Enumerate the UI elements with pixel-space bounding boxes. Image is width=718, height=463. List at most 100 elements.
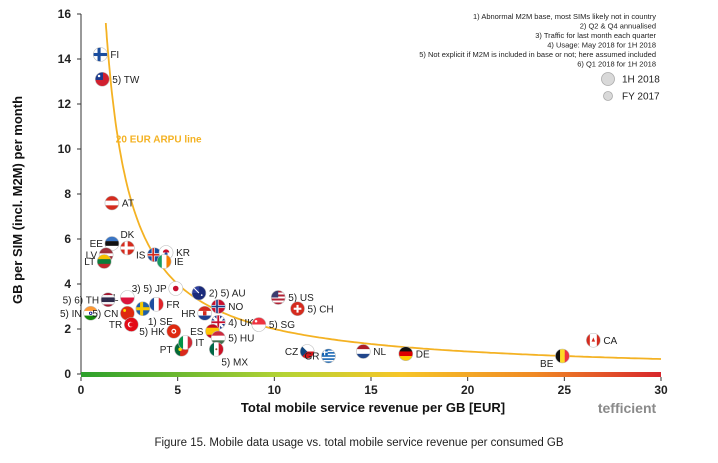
point-label: IE xyxy=(174,257,184,268)
y-tick-label: 2 xyxy=(64,322,71,336)
point-label: 1) SE xyxy=(148,317,173,328)
data-point-de xyxy=(398,346,414,362)
y-tick-label: 6 xyxy=(64,232,71,246)
data-point-be xyxy=(555,348,570,364)
brand-logo: tefficient xyxy=(598,400,657,416)
x-tick-label: 20 xyxy=(461,383,475,397)
point-label: 5) CH xyxy=(308,304,334,315)
figure-caption: Figure 15. Mobile data usage vs. total m… xyxy=(154,437,564,449)
y-axis: 0 2 4 6 8 10 12 14 16 xyxy=(58,7,82,381)
x-tick-label: 15 xyxy=(364,383,378,397)
point-label: 5) SG xyxy=(269,320,295,331)
data-point-sg xyxy=(251,317,267,332)
footnote: 1) Abnormal M2M base, most SIMs likely n… xyxy=(473,12,656,21)
point-label: 5) IN xyxy=(60,309,82,320)
footnote: 6) Q1 2018 for 1H 2018 xyxy=(577,60,656,69)
y-tick-label: 0 xyxy=(64,367,71,381)
data-point-lt xyxy=(96,254,112,269)
arpu-curve-line xyxy=(104,22,662,360)
data-point-it xyxy=(178,335,193,350)
point-label: 2) 5) AU xyxy=(209,289,246,300)
point-label: TR xyxy=(109,320,122,331)
point-label: 5) CN xyxy=(92,309,118,320)
point-label: LV xyxy=(86,250,98,261)
point-label: 5) HK xyxy=(139,327,165,338)
legend-label: 1H 2018 xyxy=(622,75,660,86)
point-label: NO xyxy=(228,302,243,313)
data-point-us xyxy=(270,290,286,305)
point-label: 5) US xyxy=(288,293,314,304)
footnote: 2) Q2 & Q4 annualised xyxy=(580,22,656,31)
footnotes: 1) Abnormal M2M base, most SIMs likely n… xyxy=(419,12,656,69)
data-point-tw xyxy=(94,71,110,87)
point-label: LT xyxy=(84,257,95,268)
data-point-hr xyxy=(197,305,213,321)
data-point-hk xyxy=(166,323,182,339)
data-point-fi xyxy=(93,47,108,62)
point-label: FI xyxy=(110,50,119,61)
footnote: 3) Traffic for last month each quarter xyxy=(535,31,656,40)
x-axis: 0 5 10 15 20 25 30 xyxy=(78,372,668,397)
x-tick-label: 5 xyxy=(174,383,181,397)
point-label: 5) MX xyxy=(221,357,248,368)
legend-item-fy-2017: FY 2017 xyxy=(603,91,660,103)
y-tick-label: 8 xyxy=(64,187,71,201)
x-axis-gradient-bar xyxy=(81,372,661,377)
point-label: CZ xyxy=(285,347,298,358)
x-tick-label: 0 xyxy=(78,383,85,397)
x-tick-label: 10 xyxy=(268,383,282,397)
data-point-cz xyxy=(299,344,315,359)
scatter-chart: 0 2 4 6 8 10 12 14 16 0 5 10 15 20 25 30 20 EUR ARPU l… xyxy=(10,7,668,416)
data-point-pl xyxy=(120,290,135,305)
data-point-fr xyxy=(149,296,164,312)
y-tick-label: 10 xyxy=(58,142,72,156)
point-label: 3) 5) JP xyxy=(132,284,167,295)
arpu-curve-label: 20 EUR ARPU line xyxy=(116,134,202,145)
data-point-mx xyxy=(209,341,224,357)
arpu-curve: 20 EUR ARPU line xyxy=(104,22,662,360)
footnote: 4) Usage: May 2018 for 1H 2018 xyxy=(547,41,656,50)
data-point-gr xyxy=(321,348,336,364)
point-label: CA xyxy=(603,336,617,347)
point-label: GR xyxy=(304,352,319,363)
point-label: HR xyxy=(181,309,195,320)
point-label: IS xyxy=(136,250,146,261)
data-point-ca xyxy=(586,332,601,348)
y-axis-title: GB per SIM (incl. M2M) per month xyxy=(10,96,25,304)
point-label: AT xyxy=(122,199,134,210)
data-point-at xyxy=(104,195,120,211)
footnote: 5) Not explicit if M2M is included in ba… xyxy=(419,50,656,59)
data-point-jp xyxy=(168,281,184,296)
point-label: 4) UK xyxy=(228,318,254,329)
data-point-no xyxy=(210,299,226,314)
data-point-se xyxy=(135,301,151,317)
x-tick-label: 30 xyxy=(654,383,668,397)
data-point-au xyxy=(191,285,207,301)
y-tick-label: 12 xyxy=(58,97,72,111)
data-point-dk xyxy=(120,240,135,256)
data-point-th xyxy=(100,292,116,308)
legend: 1H 2018 FY 2017 xyxy=(601,72,660,103)
point-label: DK xyxy=(120,230,134,241)
data-point-ie xyxy=(156,254,172,269)
data-point-tr xyxy=(123,317,139,332)
point-label: KR xyxy=(176,248,190,259)
point-label: 5) 6) TH xyxy=(63,295,100,306)
point-label: NL xyxy=(373,347,386,358)
data-point-ch xyxy=(290,301,305,317)
point-label: DE xyxy=(416,349,430,360)
x-tick-label: 25 xyxy=(558,383,572,397)
point-label: IT xyxy=(195,338,204,349)
data-point-in xyxy=(83,305,98,321)
point-label: EE xyxy=(90,239,104,250)
y-tick-label: 14 xyxy=(58,52,72,66)
point-label: 5) TW xyxy=(112,75,140,86)
y-tick-label: 16 xyxy=(58,7,72,21)
legend-label: FY 2017 xyxy=(622,92,660,103)
legend-item-1h-2018: 1H 2018 xyxy=(601,72,660,86)
point-label: 5) HU xyxy=(228,334,254,345)
data-point-nl xyxy=(355,344,371,359)
point-label: BE xyxy=(540,359,554,370)
point-label: PT xyxy=(160,345,173,356)
